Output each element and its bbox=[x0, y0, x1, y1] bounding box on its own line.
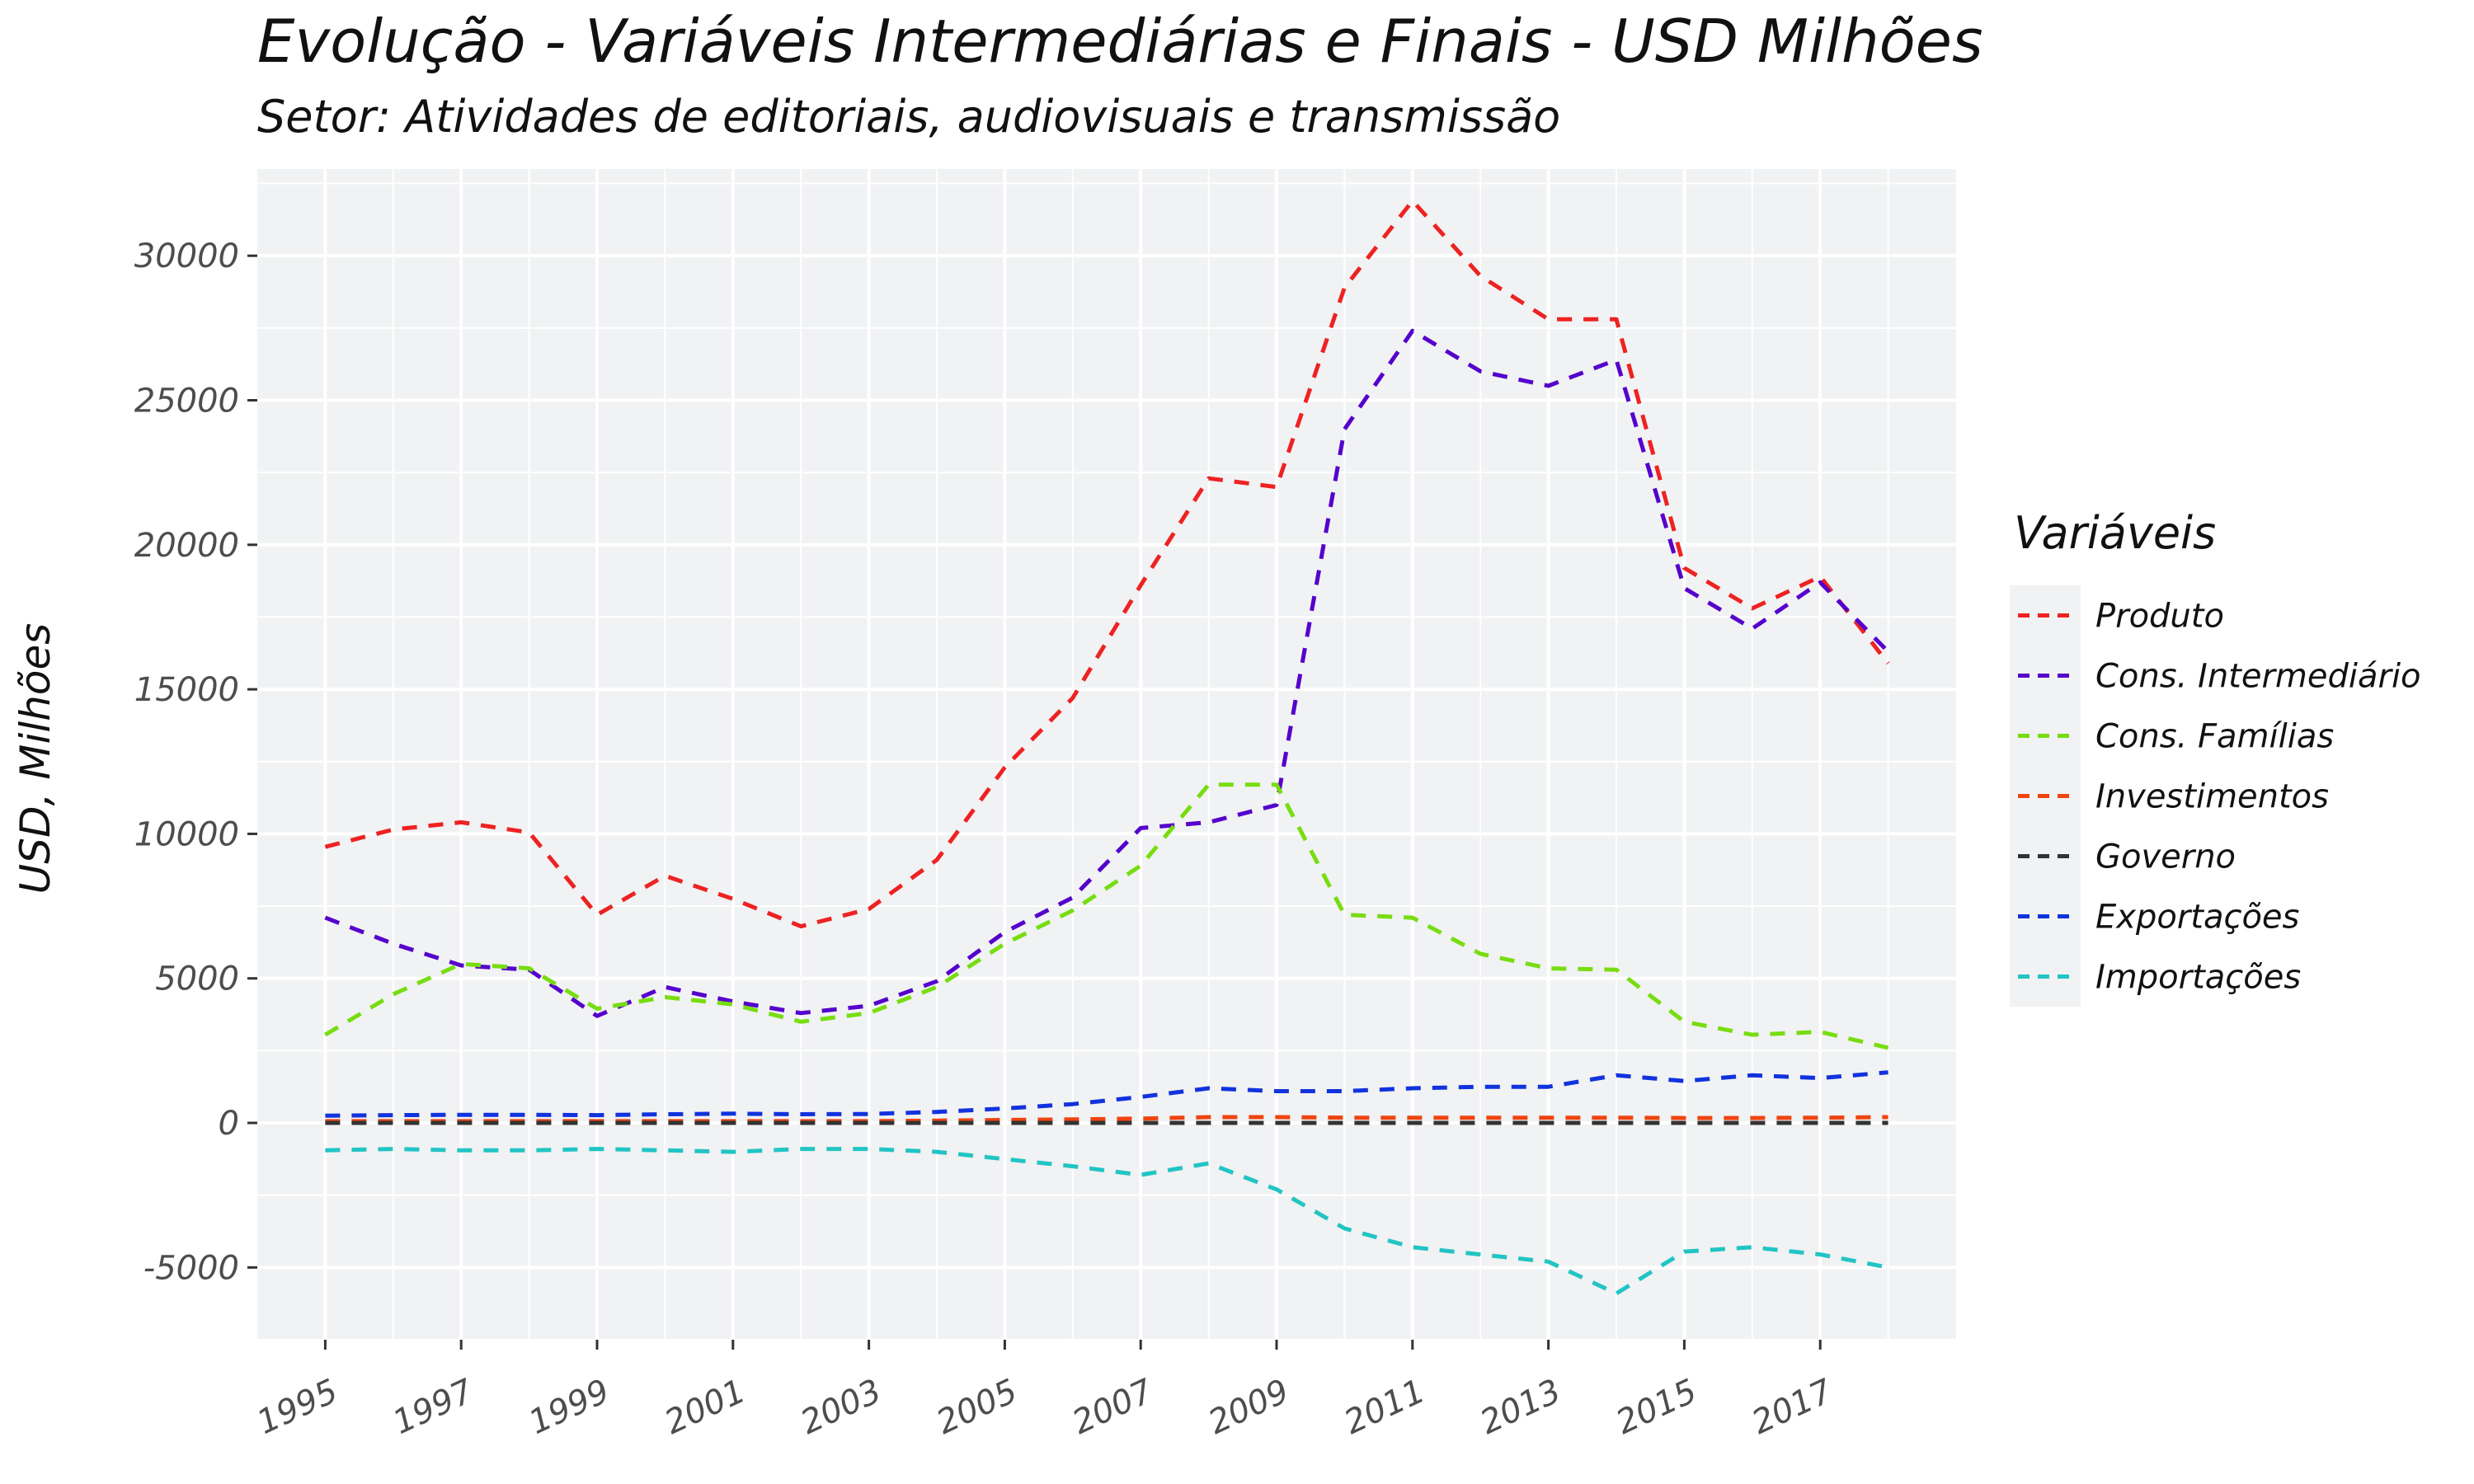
x-tick-label: 2005 bbox=[931, 1372, 1023, 1442]
x-tick-label: 2001 bbox=[659, 1372, 751, 1442]
legend-label: Governo bbox=[2095, 838, 2236, 876]
x-tick-label: 2015 bbox=[1611, 1372, 1703, 1442]
y-tick-label: 25000 bbox=[134, 382, 239, 420]
x-tick-label: 2003 bbox=[795, 1372, 887, 1442]
x-tick-label: 1999 bbox=[524, 1372, 616, 1442]
x-tick-label: 1997 bbox=[388, 1372, 480, 1442]
x-tick-label: 2013 bbox=[1475, 1372, 1567, 1442]
plot-panel bbox=[257, 169, 1956, 1340]
y-tick-label: 15000 bbox=[134, 671, 239, 709]
legend-title: Variáveis bbox=[2014, 507, 2216, 559]
x-tick-label: 2017 bbox=[1747, 1372, 1839, 1442]
x-tick-label: 2007 bbox=[1067, 1372, 1159, 1442]
series-line bbox=[325, 1115, 1888, 1124]
legend-label: Cons. Intermediário bbox=[2095, 658, 2421, 696]
series-lines bbox=[324, 199, 1890, 1296]
gridlines bbox=[257, 169, 1956, 1341]
legend-label: Importações bbox=[2095, 959, 2301, 997]
legend: Variáveis Produto Cons. Intermediário Cons… bbox=[2010, 507, 2421, 1007]
y-axis-label: USD, Milhões bbox=[12, 623, 59, 895]
series-line bbox=[325, 1147, 1889, 1296]
y-tick-label: 30000 bbox=[134, 237, 239, 275]
chart-subtitle: Setor: Atividades de editoriais, audiovi… bbox=[257, 91, 1560, 143]
y-tick-label: 10000 bbox=[134, 815, 239, 853]
series-line bbox=[324, 199, 1890, 929]
plot-background bbox=[257, 169, 1956, 1340]
chart-title: Evolução - Variáveis Intermediárias e Fi… bbox=[257, 7, 1982, 76]
y-tick-label: 0 bbox=[219, 1105, 239, 1143]
series-line bbox=[325, 1070, 1888, 1118]
x-tick-label: 2011 bbox=[1338, 1372, 1431, 1442]
x-tick-label: 2009 bbox=[1203, 1372, 1296, 1442]
legend-label: Produto bbox=[2095, 598, 2224, 636]
y-tick-label: -5000 bbox=[143, 1249, 239, 1287]
series-line bbox=[324, 782, 1889, 1050]
series-line bbox=[324, 328, 1890, 1018]
y-tick-label: 5000 bbox=[155, 960, 239, 998]
y-tick-label: 20000 bbox=[134, 527, 239, 565]
x-tick-label: 1995 bbox=[252, 1372, 344, 1442]
legend-label: Cons. Famílias bbox=[2095, 718, 2334, 756]
legend-label: Exportações bbox=[2095, 899, 2299, 937]
legend-label: Investimentos bbox=[2095, 778, 2329, 816]
